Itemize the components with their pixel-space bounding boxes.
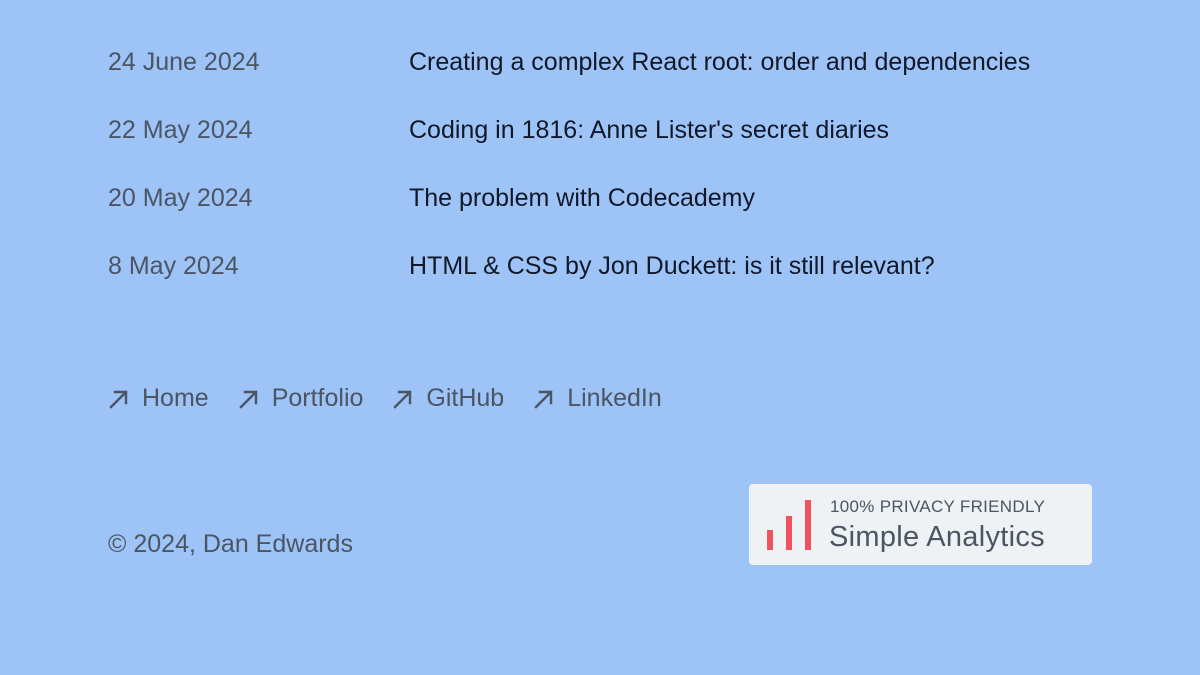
post-date: 24 June 2024 — [108, 47, 260, 76]
nav-link-github[interactable]: GitHub — [391, 384, 504, 413]
badge-name: Simple Analytics — [829, 521, 1045, 553]
copyright-text: © 2024, Dan Edwards — [108, 530, 353, 558]
simple-analytics-badge[interactable]: 100% PRIVACY FRIENDLY Simple Analytics — [749, 484, 1092, 565]
bar-chart-icon — [767, 500, 811, 550]
post-title-link[interactable]: HTML & CSS by Jon Duckett: is it still r… — [409, 251, 935, 280]
nav-link-home[interactable]: Home — [107, 384, 209, 413]
nav-link-linkedin[interactable]: LinkedIn — [532, 384, 662, 413]
badge-tagline: 100% PRIVACY FRIENDLY — [830, 497, 1046, 516]
list-item: 8 May 2024 HTML & CSS by Jon Duckett: is… — [108, 232, 1108, 300]
post-title-link[interactable]: Creating a complex React root: order and… — [409, 47, 1031, 76]
nav-link-portfolio[interactable]: Portfolio — [237, 384, 364, 413]
arrow-up-right-icon — [109, 389, 128, 409]
list-item: 20 May 2024 The problem with Codecademy — [108, 164, 1108, 232]
list-item: 22 May 2024 Coding in 1816: Anne Lister'… — [108, 96, 1108, 164]
nav-link-label: Home — [142, 384, 209, 412]
nav-link-label: LinkedIn — [567, 384, 662, 412]
post-title-link[interactable]: The problem with Codecademy — [409, 183, 755, 212]
footer-nav: Home Portfolio GitHub LinkedIn — [107, 384, 690, 413]
post-list: 24 June 2024 Creating a complex React ro… — [108, 28, 1108, 300]
list-item: 24 June 2024 Creating a complex React ro… — [108, 28, 1108, 96]
arrow-up-right-icon — [393, 389, 413, 409]
nav-link-label: GitHub — [426, 384, 505, 412]
post-date: 8 May 2024 — [108, 251, 239, 280]
post-date: 20 May 2024 — [108, 183, 253, 212]
arrow-up-right-icon — [534, 389, 553, 409]
post-date: 22 May 2024 — [108, 115, 253, 144]
nav-link-label: Portfolio — [271, 384, 364, 412]
post-title-link[interactable]: Coding in 1816: Anne Lister's secret dia… — [409, 115, 890, 144]
arrow-up-right-icon — [238, 389, 258, 409]
